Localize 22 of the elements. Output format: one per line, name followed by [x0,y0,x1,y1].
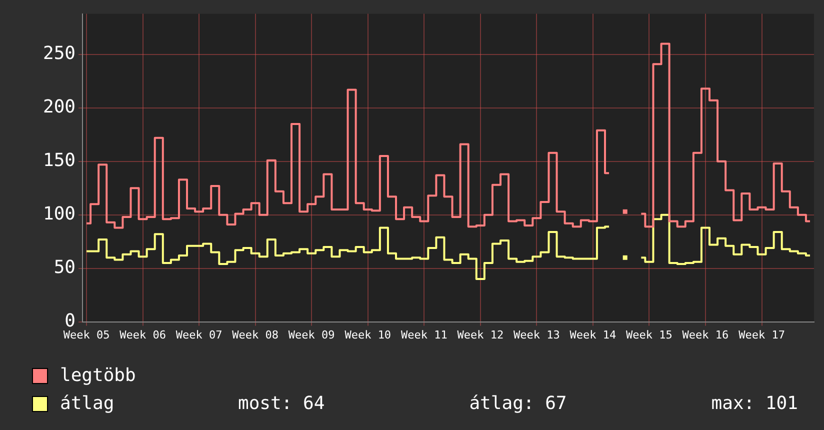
x-tick-label: Week 13 [513,328,560,342]
text: átlag: 67 [469,392,567,416]
y-tick-label: 200 [42,96,76,118]
legend-label: átlag [60,392,114,416]
x-tick-label: Week 09 [288,328,335,342]
y-tick-label: 150 [42,150,76,172]
x-tick-label: Week 10 [344,328,392,342]
y-tick-label: 100 [42,204,76,225]
x-tick-label: Week 07 [176,328,222,342]
x-tick-label: Week 16 [682,328,729,342]
x-tick-label: Week 08 [232,328,279,342]
x-tick-label: Week 11 [400,328,448,342]
x-tick-label: Week 14 [570,328,616,342]
y-tick-label: 50 [54,257,76,278]
text: most: 64 [238,392,325,416]
x-tick-label: Week 12 [457,328,504,342]
y-tick-label: 250 [42,43,76,64]
x-tick-label: Week 06 [120,328,166,342]
x-tick-label: Week 17 [738,328,785,342]
legend-label: legtöbb [60,364,136,388]
text: max: 101 [711,392,798,416]
x-tick-label: Week 15 [626,328,672,342]
